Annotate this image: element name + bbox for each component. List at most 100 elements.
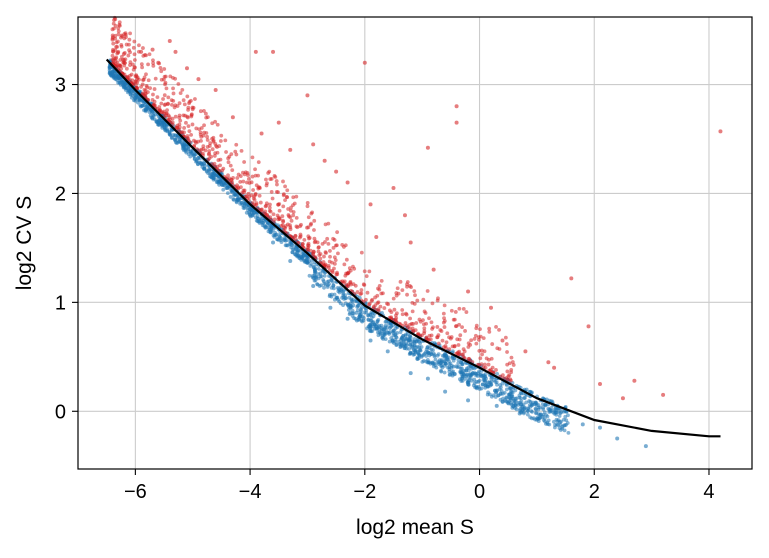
regular-point [271, 228, 275, 232]
regular-point [414, 339, 419, 344]
regular-point [327, 294, 332, 299]
highlighted-point [144, 72, 148, 77]
highlighted-point [509, 355, 514, 360]
highlighted-point [331, 245, 336, 250]
highlighted-point [155, 95, 160, 100]
highlighted-point [450, 344, 455, 349]
regular-point [428, 350, 433, 355]
regular-point [371, 320, 375, 325]
x-tick-label: 4 [703, 481, 714, 503]
highlighted-point [463, 329, 467, 333]
highlighted-point [210, 147, 215, 152]
regular-point [347, 295, 352, 300]
regular-point [319, 283, 324, 288]
highlighted-point [345, 271, 350, 276]
highlighted-point [241, 179, 246, 184]
regular-point [207, 168, 212, 173]
regular-point [385, 349, 390, 354]
regular-point [408, 371, 413, 376]
highlighted-point [142, 87, 147, 92]
highlighted-point [435, 298, 440, 303]
regular-point [465, 372, 470, 377]
highlighted-point [264, 203, 269, 208]
regular-point [372, 326, 377, 331]
highlighted-point [113, 56, 118, 61]
highlighted-point [479, 362, 484, 366]
highlighted-point [146, 62, 150, 67]
regular-point [557, 414, 562, 418]
highlighted-point [506, 374, 511, 379]
regular-point [421, 352, 426, 357]
regular-point [431, 351, 436, 356]
highlighted-point [171, 75, 175, 80]
y-tick-label: 2 [55, 183, 66, 205]
x-tick-label: 0 [474, 481, 485, 503]
highlighted-point [180, 87, 185, 92]
highlighted-point [511, 363, 516, 367]
regular-point [321, 277, 326, 282]
highlighted-point [276, 190, 280, 195]
highlighted-point [394, 313, 398, 318]
highlighted-point [275, 182, 279, 187]
highlighted-point [469, 338, 474, 343]
highlighted-point [116, 39, 120, 44]
highlighted-point [404, 311, 408, 316]
regular-point [486, 390, 490, 395]
highlighted-point [306, 225, 311, 230]
regular-point [471, 383, 476, 388]
highlighted-point [324, 251, 328, 255]
regular-point [566, 413, 570, 418]
regular-point [430, 360, 435, 365]
highlighted-point [325, 236, 330, 241]
highlighted-point [171, 86, 175, 91]
highlighted-point [177, 122, 182, 127]
highlighted-point [283, 184, 287, 189]
regular-point [331, 280, 335, 285]
regular-point [128, 92, 133, 97]
highlighted-point [124, 35, 128, 39]
regular-point [462, 372, 467, 377]
highlighted-point [246, 191, 251, 196]
y-axis-label: log2 CV S [13, 196, 36, 291]
highlighted-point [412, 289, 417, 294]
highlighted-point [113, 36, 118, 41]
regular-point [513, 396, 518, 401]
highlighted-point [268, 215, 273, 220]
highlighted-point [146, 78, 151, 83]
highlighted-point [151, 61, 156, 66]
highlighted-point [552, 365, 557, 370]
regular-point [415, 355, 420, 360]
highlighted-point [143, 91, 148, 96]
highlighted-point [359, 291, 364, 296]
highlighted-point [178, 118, 183, 123]
regular-point [522, 396, 527, 401]
regular-point [394, 342, 399, 347]
regular-point [376, 333, 381, 338]
regular-point [153, 112, 157, 117]
regular-point [543, 402, 547, 407]
highlighted-point [427, 316, 431, 321]
highlighted-point [305, 201, 310, 205]
regular-point [427, 360, 432, 365]
regular-point [519, 391, 524, 396]
regular-point [513, 388, 518, 393]
highlighted-point [311, 251, 315, 256]
highlighted-point [189, 113, 194, 118]
regular-point [162, 120, 167, 125]
highlighted-point [265, 181, 269, 186]
highlighted-point [503, 335, 508, 340]
highlighted-point [213, 87, 218, 92]
highlighted-point [170, 102, 174, 107]
highlighted-point [226, 173, 230, 178]
highlighted-point [110, 53, 115, 58]
highlighted-point [132, 39, 137, 44]
highlighted-point [250, 174, 255, 179]
highlighted-point [167, 38, 172, 43]
regular-point [487, 380, 492, 385]
highlighted-point [436, 341, 441, 346]
highlighted-point [190, 107, 195, 112]
regular-point [408, 334, 413, 338]
highlighted-point [239, 185, 243, 190]
regular-point [339, 285, 343, 290]
highlighted-point [447, 347, 452, 352]
